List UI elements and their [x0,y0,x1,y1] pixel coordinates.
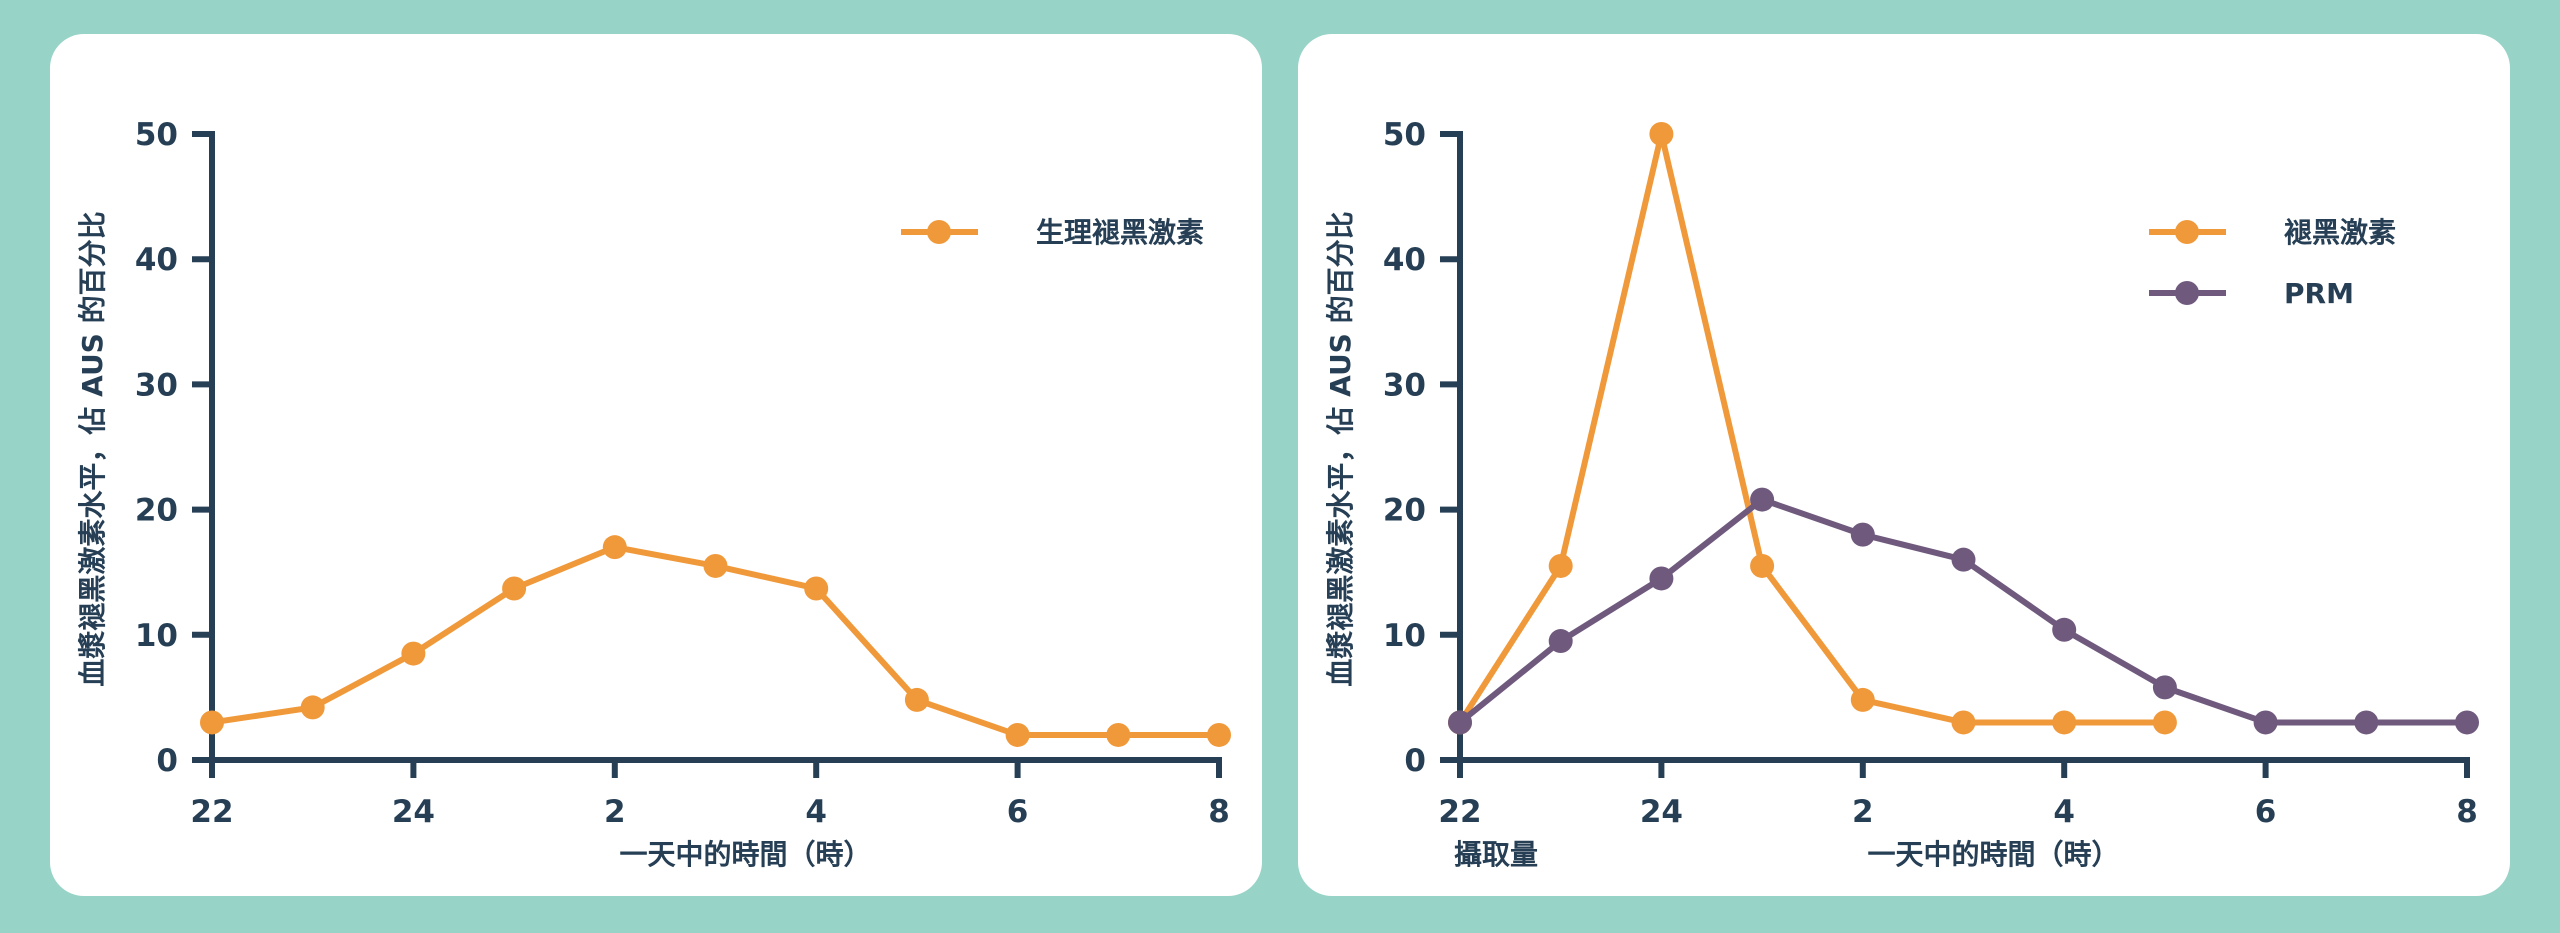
x-tick-label: 2 [1852,794,1874,830]
x-tick-label: 24 [392,794,435,830]
x-tick-label: 8 [1208,794,1230,830]
y-tick-label: 40 [1383,242,1426,278]
y-tick-label: 10 [135,618,178,654]
data-point [1106,722,1131,747]
data-point [1548,553,1573,578]
legend-label-1: PRM [2284,277,2354,310]
y-tick-label: 50 [135,117,178,153]
y-tick-label: 10 [1383,618,1426,654]
x-tick-label: 2 [604,794,626,830]
data-point [1750,553,1775,578]
x-axis-title: 一天中的時間（時） [1867,838,2119,871]
series-line-1 [1457,496,2470,726]
y-tick-label: 40 [135,242,178,278]
data-point [1951,547,1976,572]
data-point [1649,566,1674,591]
y-tick-label: 0 [156,743,178,779]
legend-marker-0 [927,220,951,244]
data-point [2052,617,2077,642]
data-point [401,641,426,666]
data-point [1951,710,1976,735]
intake-annotation: 攝取量 [1454,838,1538,871]
data-point [804,576,829,601]
y-tick-label: 0 [1404,743,1426,779]
data-point [2455,710,2479,735]
x-axis-title: 一天中的時間（時） [619,838,871,871]
data-point [1005,722,1030,747]
y-axis-title: 血漿褪黑激素水平，佔 AUS 的百分比 [1324,211,1357,686]
data-point [602,535,627,560]
data-point [1649,122,1674,146]
x-tick-label: 24 [1640,794,1683,830]
legend-marker-0 [2175,220,2199,244]
x-tick-label: 22 [1438,794,1481,830]
data-point [2152,710,2177,735]
y-axis-title: 血漿褪黑激素水平，佔 AUS 的百分比 [76,211,109,686]
data-point [1207,722,1231,747]
y-tick-label: 30 [135,367,178,403]
data-point [703,553,728,578]
data-point [2354,710,2379,735]
y-tick-label: 50 [1383,117,1426,153]
y-tick-label: 20 [135,493,178,529]
series-line-0 [1457,131,2168,726]
x-tick-label: 4 [805,794,827,830]
chart-panel-right: 0 10 20 30 40 50 22 24 2 4 6 8 一天中的時間（時） 血漿褪黑激素水平，佔 A… [1298,34,2510,896]
x-tick-label: 6 [2255,794,2277,830]
data-point [1850,687,1875,712]
data-point [502,576,527,601]
data-point [1448,710,1472,735]
legend-label-0: 褪黑激素 [2284,216,2396,249]
x-tick-label: 8 [2456,794,2478,830]
data-point [1850,522,1875,547]
y-tick-label: 20 [1383,493,1426,529]
legend-marker-1 [2175,281,2199,305]
data-point [904,687,929,712]
data-point [1750,487,1775,512]
x-tick-label: 6 [1007,794,1029,830]
data-point [200,710,224,735]
x-tick-label: 4 [2053,794,2075,830]
data-point [2052,710,2077,735]
data-point [2152,675,2177,700]
legend-label-0: 生理褪黑激素 [1036,216,1204,249]
data-point [1548,629,1573,654]
y-tick-label: 30 [1383,367,1426,403]
chart-panel-left: 0 10 20 30 40 50 22 24 2 4 6 8 一天中的時間（時） 血漿褪黑激素水平，佔 A… [50,34,1262,896]
x-tick-label: 22 [190,794,233,830]
data-point [2253,710,2278,735]
data-point [300,695,325,720]
